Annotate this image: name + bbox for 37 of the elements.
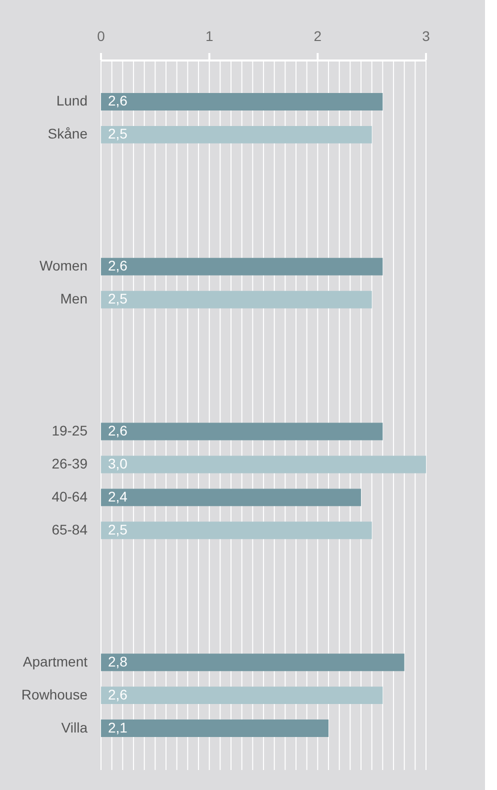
x-tick-label: 0 (97, 28, 106, 44)
data-label: 2,5 (108, 126, 128, 142)
data-label: 2,6 (108, 686, 128, 702)
y-tick-label: Rowhouse (21, 686, 88, 702)
bar (101, 456, 426, 474)
bar (101, 422, 383, 440)
bar (101, 654, 404, 672)
x-tick-label: 2 (314, 28, 322, 44)
y-tick-label: Skåne (48, 126, 88, 142)
y-tick-label: Apartment (22, 653, 88, 670)
data-label: 2,1 (108, 719, 128, 736)
data-label: 2,5 (108, 521, 128, 538)
y-tick-label: 65-84 (52, 521, 88, 538)
bar (101, 290, 372, 308)
data-label: 3,0 (108, 455, 128, 472)
data-label: 2,6 (108, 258, 128, 274)
y-tick-label: Women (40, 258, 88, 274)
bar (101, 720, 328, 738)
x-tick-label: 1 (205, 28, 214, 44)
bar (101, 488, 361, 506)
y-tick-label: Lund (56, 92, 88, 109)
y-tick-label: 40-64 (52, 488, 88, 504)
bar (101, 522, 372, 540)
bar (101, 92, 383, 110)
data-label: 2,6 (108, 422, 128, 438)
y-tick-label: 19-25 (52, 422, 88, 438)
x-tick-label: 3 (422, 28, 430, 44)
y-tick-label: Men (60, 290, 88, 307)
data-label: 2,4 (108, 488, 128, 504)
data-label: 2,6 (108, 92, 128, 109)
bar (101, 126, 372, 144)
data-label: 2,8 (108, 653, 128, 670)
bar (101, 258, 383, 276)
data-label: 2,5 (108, 290, 128, 307)
y-tick-label: Villa (61, 719, 88, 736)
y-tick-label: 26-39 (52, 455, 88, 472)
bar (101, 686, 383, 704)
